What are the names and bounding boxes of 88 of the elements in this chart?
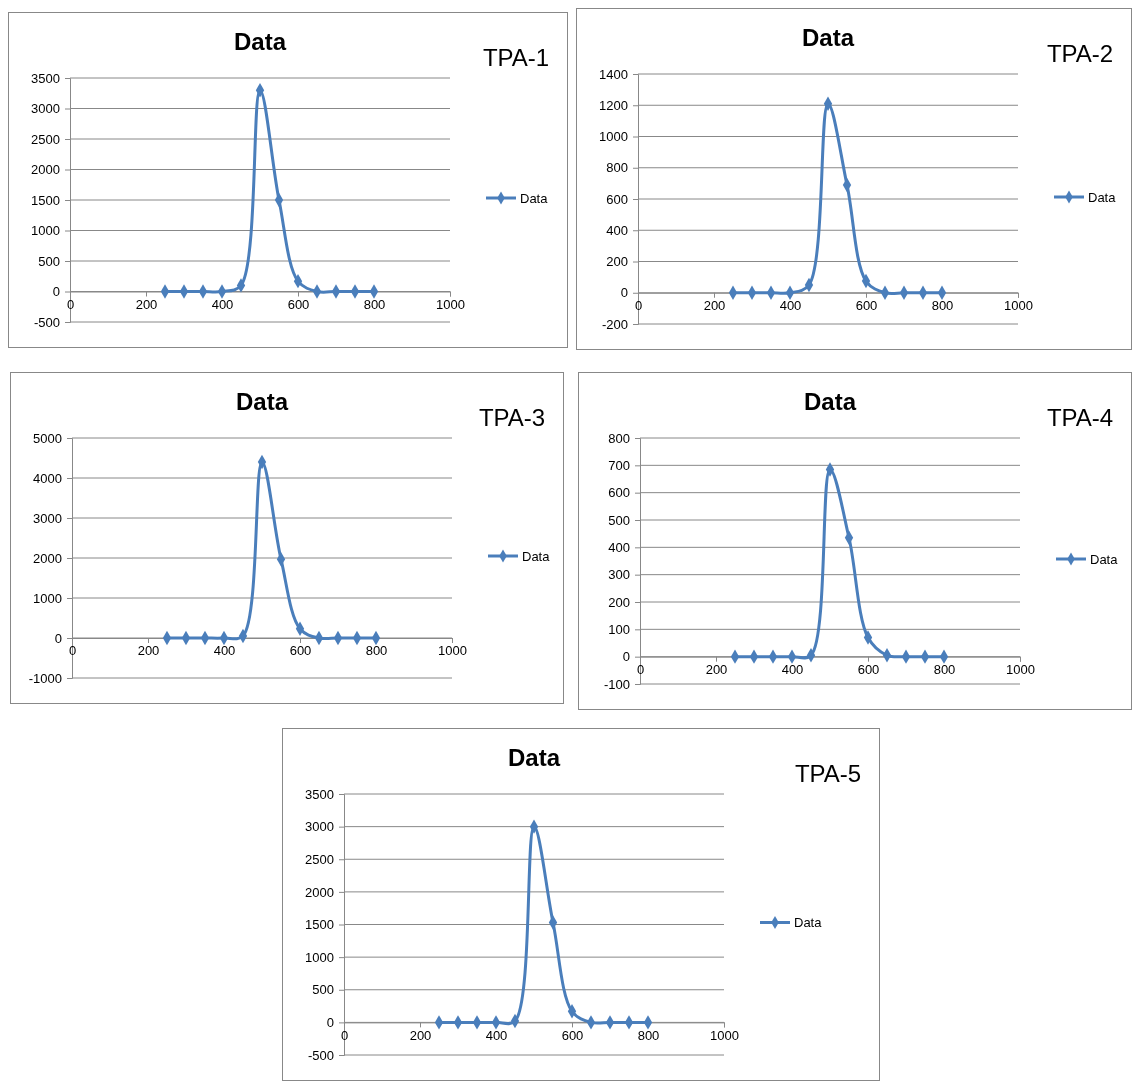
x-tick-label: 1000 (1006, 661, 1035, 677)
y-tick-label: 100 (608, 621, 630, 637)
y-tick-label: 0 (54, 630, 62, 646)
chart-title: Data (801, 24, 855, 51)
y-tick-label: 2000 (33, 550, 62, 566)
x-tick-label: 0 (66, 296, 75, 312)
x-tick-label: 400 (211, 296, 234, 312)
y-tick-label: 200 (606, 254, 628, 270)
x-tick-label: 200 (137, 643, 160, 659)
y-tick-label: 1500 (31, 192, 60, 208)
text: TPA-4 (1046, 404, 1114, 431)
y-tick-label: -500 (33, 314, 60, 330)
y-tick-label: 1400 (599, 66, 628, 82)
y-tick-label: 2000 (31, 162, 60, 178)
y-tick-label: 700 (608, 457, 630, 473)
y-tick-label: 1000 (305, 949, 334, 965)
x-tick-label: 600 (857, 661, 880, 677)
legend-label: Data (1090, 551, 1119, 567)
x-tick-label: 600 (855, 297, 878, 313)
x-tick-label: 400 (781, 661, 804, 677)
y-tick-label: 300 (608, 567, 630, 583)
y-tick-label: 600 (608, 485, 630, 501)
y-tick-label: 600 (606, 191, 628, 207)
x-tick-label: 400 (213, 643, 236, 659)
y-tick-label: 800 (606, 160, 628, 176)
x-tick-label: 800 (637, 1027, 660, 1043)
x-tick-label: 600 (289, 643, 312, 659)
x-tick-label: 200 (703, 297, 726, 313)
x-tick-label: 0 (634, 297, 643, 313)
chart-title: Data (233, 28, 287, 55)
x-tick-label: 0 (636, 661, 645, 677)
legend-label: Data (522, 548, 551, 564)
x-tick-label: 1000 (436, 296, 465, 312)
y-tick-label: 4000 (33, 470, 62, 486)
y-tick-label: -100 (603, 676, 630, 692)
text: TPA-3 (478, 404, 546, 431)
x-tick-label: 200 (135, 296, 158, 312)
text: TPA-1 (482, 44, 550, 71)
y-tick-label: 0 (52, 284, 60, 300)
y-tick-label: 500 (312, 982, 334, 998)
y-tick-label: 200 (608, 594, 630, 610)
y-tick-label: 1000 (599, 129, 628, 145)
x-tick-label: 1000 (1004, 297, 1033, 313)
y-tick-label: 3000 (33, 510, 62, 526)
x-tick-label: 1000 (710, 1027, 739, 1043)
y-tick-label: 1000 (33, 590, 62, 606)
x-tick-label: 800 (931, 297, 954, 313)
y-tick-label: 400 (606, 222, 628, 238)
y-tick-label: 1500 (305, 917, 334, 933)
text: TPA-5 (794, 760, 862, 787)
y-tick-label: 1000 (31, 223, 60, 239)
y-tick-label: 0 (326, 1015, 334, 1031)
legend-label: Data (794, 915, 823, 930)
y-tick-label: 3000 (31, 101, 60, 117)
x-tick-label: 200 (705, 661, 728, 677)
y-tick-label: 2000 (305, 884, 334, 900)
chart-title: Data (235, 388, 289, 415)
y-tick-label: 2500 (305, 851, 334, 867)
y-tick-label: -500 (307, 1047, 334, 1063)
x-tick-label: 800 (365, 643, 388, 659)
x-tick-label: 800 (363, 296, 386, 312)
x-tick-label: 400 (485, 1027, 508, 1043)
legend-label: Data (520, 190, 549, 206)
y-tick-label: 1200 (599, 97, 628, 113)
y-tick-label: 5000 (33, 430, 62, 446)
legend-label: Data (1088, 189, 1117, 205)
y-tick-label: 3000 (305, 819, 334, 835)
chart-title: Data (803, 388, 857, 415)
x-tick-label: 800 (933, 661, 956, 677)
x-tick-label: 0 (340, 1027, 349, 1043)
chart-title: Data (507, 744, 561, 771)
y-tick-label: -1000 (28, 670, 62, 686)
y-tick-label: 3500 (305, 786, 334, 802)
y-tick-label: 800 (608, 430, 630, 446)
y-tick-label: 500 (608, 512, 630, 528)
y-tick-label: -200 (601, 316, 628, 332)
x-tick-label: 0 (68, 643, 77, 659)
x-tick-label: 400 (779, 297, 802, 313)
y-tick-label: 500 (38, 253, 60, 269)
text: TPA-2 (1046, 40, 1114, 67)
y-tick-label: 2500 (31, 131, 60, 147)
y-tick-label: 3500 (31, 70, 60, 86)
x-tick-label: 1000 (438, 643, 467, 659)
y-tick-label: 400 (608, 539, 630, 555)
y-tick-label: 0 (620, 285, 628, 301)
x-tick-label: 600 (287, 296, 310, 312)
x-tick-label: 600 (561, 1027, 584, 1043)
x-tick-label: 200 (409, 1027, 432, 1043)
